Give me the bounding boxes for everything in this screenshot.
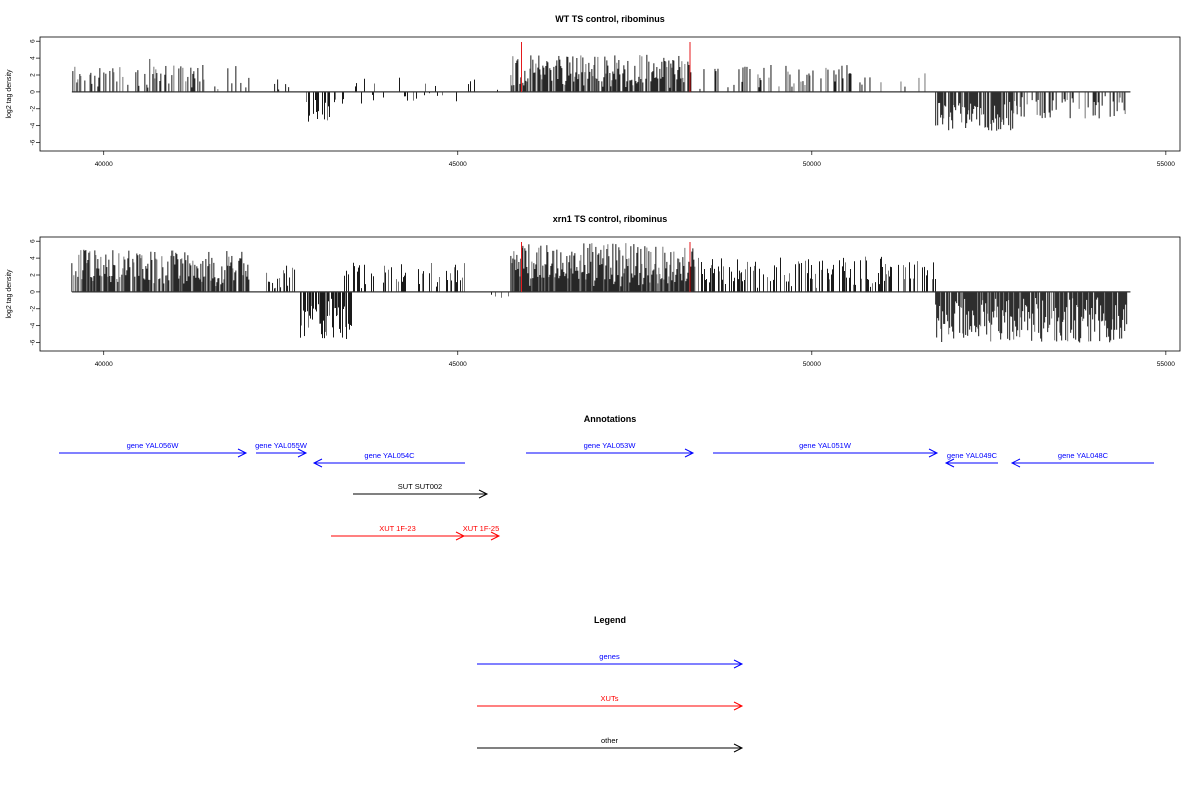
gene-feature-label: gene YAL049C [947,451,998,460]
sut-feature-label: SUT SUT002 [398,482,442,491]
xrn1-y-axis: -6 -4 -2 0 2 4 6 [30,239,40,345]
gene-feature: gene YAL053W [526,441,695,458]
xrn1-x-axis: 40000 45000 50000 55000 [95,351,1175,368]
gene-feature-label: gene YAL048C [1058,451,1109,460]
wt-boundary-markers [520,42,691,92]
y-tick-label: -4 [30,122,37,128]
x-tick-label: 40000 [95,361,113,368]
y-tick-label: 2 [30,73,37,77]
x-tick-label: 50000 [803,361,821,368]
xut-feature: XUT 1F-25 [463,524,501,541]
gene-feature-label: gene YAL056W [127,441,180,450]
annotation-features: gene YAL056W gene YAL055W gene YAL054C gene… [59,441,1154,541]
legend-item-label: XUTs [601,694,619,703]
y-tick-label: 0 [30,90,37,94]
legend-item-arrowhead [733,743,744,753]
legend: Legend genes XUTs other [477,615,744,753]
wt-y-axis: -6 -4 -2 0 2 4 6 [30,39,40,145]
xrn1-plot-frame [39,236,1181,352]
gene-feature-label: gene YAL053W [584,441,637,450]
y-tick-label: -2 [30,106,37,112]
gene-feature-arrowhead [1010,458,1021,468]
xrn1-panel-title: xrn1 TS control, ribominus [553,214,668,224]
xut-feature-label: XUT 1F-25 [463,524,500,533]
wt-coverage-panel: WT TS control, ribominus log2 tag densit… [6,14,1181,168]
gene-feature: gene YAL048C [1010,451,1154,468]
gene-feature-arrowhead [297,448,308,458]
wt-y-axis-label: log2 tag density [6,69,13,119]
x-tick-label: 45000 [449,161,467,168]
gene-feature-arrowhead [237,448,248,458]
y-tick-label: -2 [30,306,37,312]
legend-item-label: genes [599,652,620,661]
x-tick-label: 45000 [449,361,467,368]
xut-feature-arrowhead [490,531,501,541]
y-tick-label: 4 [30,256,37,260]
x-tick-label: 50000 [803,161,821,168]
annotations-track: Annotations gene YAL056W gene YAL055Wgene… [59,414,1154,541]
gene-feature-arrowhead [928,448,939,458]
legend-item: other [477,736,744,753]
legend-title: Legend [594,615,626,625]
annotations-title: Annotations [584,414,637,424]
wt-plot-frame [39,36,1181,152]
legend-item: genes [477,652,744,669]
gene-feature-arrowhead [312,458,323,468]
xrn1-y-axis-label: log2 tag density [6,269,13,319]
y-tick-label: -6 [30,339,37,345]
y-tick-label: 2 [30,273,37,277]
xrn1-coverage-panel: xrn1 TS control, ribominus log2 tag dens… [6,214,1181,368]
gene-feature: gene YAL051W [713,441,939,458]
gene-feature: gene YAL056W [59,441,248,458]
gene-feature: gene YAL054C [312,451,465,468]
gene-feature-arrowhead [944,458,955,468]
x-tick-label: 55000 [1157,161,1175,168]
gene-feature-arrowhead [684,448,695,458]
xut-feature-label: XUT 1F-23 [379,524,416,533]
wt-panel-title: WT TS control, ribominus [555,14,665,24]
y-tick-label: -6 [30,139,37,145]
y-tick-label: -4 [30,322,37,328]
gene-feature-label: gene YAL055W [255,441,308,450]
legend-item-label: other [601,736,619,745]
legend-items: genes XUTs other [477,652,744,753]
gene-feature-label: gene YAL051W [799,441,852,450]
legend-item: XUTs [477,694,744,711]
legend-item-arrowhead [733,701,744,711]
xrn1-boundary-markers [520,242,691,292]
xrn1-coverage-bars [71,243,1128,343]
x-tick-label: 55000 [1157,361,1175,368]
gene-feature-label: gene YAL054C [364,451,415,460]
y-tick-label: 4 [30,56,37,60]
y-tick-label: 6 [30,239,37,243]
sut-feature: SUT SUT002 [353,482,489,499]
sut-feature-arrowhead [478,489,489,499]
gene-feature: gene YAL049C [944,451,998,468]
legend-item-arrowhead [733,659,744,669]
gene-feature: gene YAL055W [255,441,308,458]
x-tick-label: 40000 [95,161,113,168]
y-tick-label: 6 [30,39,37,43]
y-tick-label: 0 [30,290,37,294]
wt-x-axis: 40000 45000 50000 55000 [95,151,1175,168]
